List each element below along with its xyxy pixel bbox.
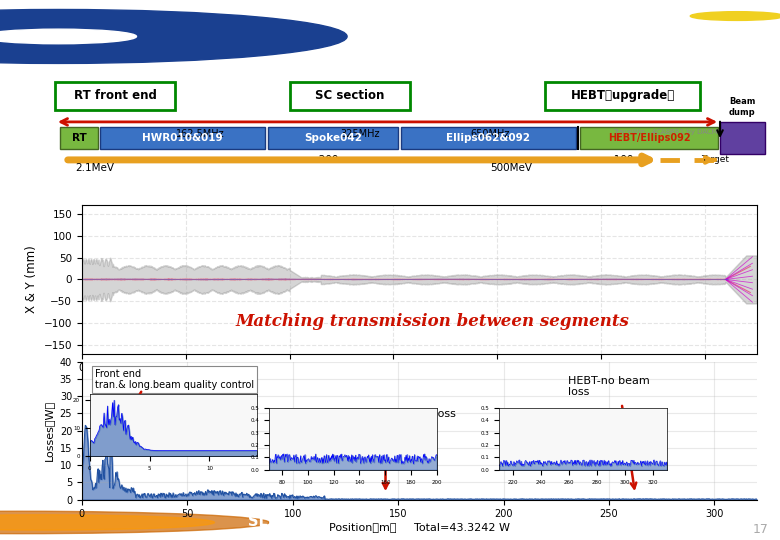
Bar xyxy=(720,122,765,154)
Text: Matching transmission between segments: Matching transmission between segments xyxy=(236,313,629,329)
Text: ~200m: ~200m xyxy=(310,155,349,165)
Text: 325MHz: 325MHz xyxy=(340,129,380,139)
Text: SC section- no beam loss: SC section- no beam loss xyxy=(316,409,456,488)
Circle shape xyxy=(0,29,136,44)
Text: HWR010&019: HWR010&019 xyxy=(142,133,222,143)
Text: 162.5MHz: 162.5MHz xyxy=(176,129,225,139)
Text: 500MeV: 500MeV xyxy=(490,163,532,173)
X-axis label: Position (m): Position (m) xyxy=(379,379,459,392)
Circle shape xyxy=(0,511,269,534)
Circle shape xyxy=(410,6,780,64)
Text: Spoke042: Spoke042 xyxy=(304,133,362,143)
Bar xyxy=(580,127,718,149)
Text: HEBT（upgrade）: HEBT（upgrade） xyxy=(570,90,675,103)
Text: RT: RT xyxy=(72,133,87,143)
Circle shape xyxy=(0,10,347,63)
Text: Front end
tran.& long.beam quality control: Front end tran.& long.beam quality contr… xyxy=(95,369,254,390)
Circle shape xyxy=(0,515,215,530)
Text: TraceWin - 4CA8RR1 by DACM: TraceWin - 4CA8RR1 by DACM xyxy=(613,129,718,135)
Bar xyxy=(268,127,398,149)
Text: RT front end: RT front end xyxy=(73,90,157,103)
Text: HEBT-no beam
loss: HEBT-no beam loss xyxy=(568,376,650,397)
Text: SC section: SC section xyxy=(315,90,385,103)
Bar xyxy=(100,127,265,149)
Text: End to end simulation: End to end simulation xyxy=(218,23,562,50)
Text: 2.1MeV: 2.1MeV xyxy=(75,163,114,173)
Text: ib: ib xyxy=(711,19,732,39)
Bar xyxy=(545,82,700,110)
Text: Target: Target xyxy=(701,155,729,164)
Bar xyxy=(401,127,576,149)
Text: 650MHz: 650MHz xyxy=(470,129,509,139)
Circle shape xyxy=(690,12,780,21)
Text: SLHiPP-9, 2019.09.26-27, Lanzhou: SLHiPP-9, 2019.09.26-27, Lanzhou xyxy=(248,514,532,529)
Text: Ellips062&092: Ellips062&092 xyxy=(446,133,530,143)
Bar xyxy=(60,127,98,149)
Y-axis label: Losses（W）: Losses（W） xyxy=(44,400,54,461)
Circle shape xyxy=(0,6,386,67)
Bar xyxy=(55,82,175,110)
Text: ~100m: ~100m xyxy=(606,155,644,165)
Text: HEBT/Ellips092: HEBT/Ellips092 xyxy=(608,133,690,143)
Text: Beam
dump: Beam dump xyxy=(729,98,755,117)
Bar xyxy=(290,82,410,110)
Y-axis label: X & Y (mm): X & Y (mm) xyxy=(25,246,38,313)
X-axis label: Position（m）     Total=43.3242 W: Position（m） Total=43.3242 W xyxy=(328,522,510,532)
Text: 17: 17 xyxy=(753,523,768,537)
